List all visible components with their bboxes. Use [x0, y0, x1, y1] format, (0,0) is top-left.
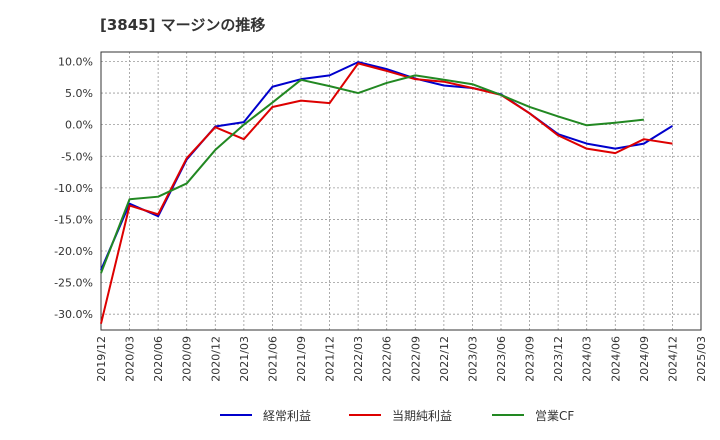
x-tick-label: 2023/12 [552, 336, 565, 382]
x-tick-label: 2022/09 [409, 336, 422, 382]
x-tick-label: 2022/12 [438, 336, 451, 382]
y-tick-label: -30.0% [54, 308, 93, 321]
grid-lines [101, 52, 701, 330]
x-tick-label: 2022/03 [352, 336, 365, 382]
y-axis: 10.0% 5.0% 0.0% -5.0% -10.0% -15.0% -20.0% -25.… [54, 55, 93, 321]
series-line-当期純利益 [100, 62, 673, 324]
x-tick-label: 2020/03 [124, 336, 137, 382]
legend-label: 経常利益 [263, 409, 311, 423]
x-tick-label: 2024/06 [609, 336, 622, 382]
x-tick-label: 2023/03 [466, 336, 479, 382]
x-tick-label: 2024/03 [581, 336, 594, 382]
y-tick-label: 5.0% [65, 87, 93, 100]
x-tick-label: 2021/06 [266, 336, 279, 382]
x-axis: 2019/12 2020/03 2020/06 2020/09 2020/12 2021/… [95, 336, 708, 382]
y-tick-label: -25.0% [54, 277, 93, 290]
x-tick-label: 2021/12 [324, 336, 337, 382]
y-tick-label: 0.0% [65, 119, 93, 132]
x-tick-label: 2020/12 [209, 336, 222, 382]
x-tick-label: 2024/09 [638, 336, 651, 382]
series-line-営業CF [100, 74, 644, 274]
legend-label: 当期純利益 [392, 409, 452, 423]
x-tick-label: 2023/09 [524, 336, 537, 382]
y-tick-label: -20.0% [54, 245, 93, 258]
x-tick-label: 2025/03 [695, 336, 708, 382]
x-tick-label: 2020/09 [181, 336, 194, 382]
y-tick-label: 10.0% [58, 55, 93, 68]
plot-area [100, 51, 702, 331]
legend-label: 営業CF [535, 409, 574, 423]
x-tick-label: 2019/12 [95, 336, 108, 382]
y-tick-label: -10.0% [54, 182, 93, 195]
x-tick-label: 2022/06 [381, 336, 394, 382]
x-tick-label: 2024/12 [666, 336, 679, 382]
y-tick-label: -5.0% [61, 150, 93, 163]
series-lines [100, 61, 673, 324]
x-tick-label: 2021/03 [238, 336, 251, 382]
y-tick-label: -15.0% [54, 213, 93, 226]
chart-title: [3845] マージンの推移 [100, 16, 266, 34]
x-tick-label: 2020/06 [152, 336, 165, 382]
legend: 経常利益 当期純利益 営業CF [220, 409, 574, 423]
x-tick-label: 2023/06 [495, 336, 508, 382]
x-tick-label: 2021/09 [295, 336, 308, 382]
